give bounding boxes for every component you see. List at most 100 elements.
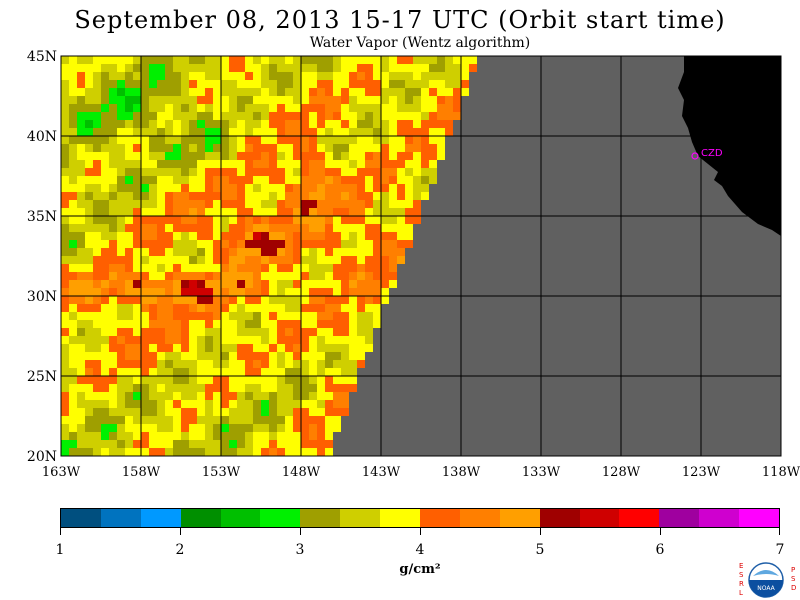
colorbar-tick (180, 528, 181, 535)
vapor-cell (373, 232, 381, 240)
vapor-cell (325, 424, 333, 432)
vapor-cell (229, 128, 237, 136)
vapor-cell (85, 288, 93, 296)
vapor-cell (213, 216, 221, 224)
vapor-cell (69, 424, 77, 432)
vapor-cell (413, 152, 421, 160)
colorbar-segment (699, 509, 740, 527)
vapor-cell (133, 256, 141, 264)
vapor-cell (157, 344, 165, 352)
vapor-cell (197, 184, 205, 192)
vapor-cell (189, 152, 197, 160)
vapor-cell (221, 176, 229, 184)
vapor-cell (373, 88, 381, 96)
vapor-cell (301, 112, 309, 120)
colorbar-segment (380, 509, 421, 527)
vapor-cell (133, 400, 141, 408)
vapor-cell (405, 112, 413, 120)
vapor-cell (157, 272, 165, 280)
vapor-cell (309, 432, 317, 440)
vapor-cell (357, 120, 365, 128)
vapor-cell (205, 232, 213, 240)
vapor-cell (133, 424, 141, 432)
vapor-cell (285, 400, 293, 408)
vapor-cell (341, 280, 349, 288)
vapor-cell (317, 184, 325, 192)
vapor-cell (357, 296, 365, 304)
vapor-cell (325, 216, 333, 224)
vapor-cell (109, 144, 117, 152)
vapor-cell (125, 152, 133, 160)
vapor-cell (389, 208, 397, 216)
vapor-cell (365, 128, 373, 136)
vapor-cell (117, 424, 125, 432)
vapor-cell (269, 376, 277, 384)
vapor-cell (357, 280, 365, 288)
vapor-cell (357, 312, 365, 320)
vapor-cell (77, 160, 85, 168)
vapor-cell (125, 184, 133, 192)
vapor-cell (397, 224, 405, 232)
vapor-cell (109, 104, 117, 112)
vapor-cell (101, 296, 109, 304)
vapor-cell (405, 168, 413, 176)
vapor-cell (317, 376, 325, 384)
lon-label: 153W (202, 465, 241, 480)
vapor-cell (149, 416, 157, 424)
vapor-cell (69, 256, 77, 264)
vapor-cell (317, 88, 325, 96)
vapor-cell (229, 408, 237, 416)
vapor-cell (197, 264, 205, 272)
vapor-cell (229, 320, 237, 328)
vapor-cell (85, 216, 93, 224)
vapor-cell (261, 400, 269, 408)
vapor-cell (269, 344, 277, 352)
vapor-cell (221, 192, 229, 200)
vapor-cell (317, 304, 325, 312)
vapor-cell (245, 224, 253, 232)
vapor-cell (229, 264, 237, 272)
vapor-cell (141, 216, 149, 224)
vapor-cell (357, 304, 365, 312)
vapor-cell (349, 168, 357, 176)
vapor-cell (269, 152, 277, 160)
vapor-cell (61, 232, 69, 240)
vapor-cell (77, 120, 85, 128)
vapor-cell (117, 104, 125, 112)
vapor-cell (85, 448, 93, 456)
vapor-cell (109, 304, 117, 312)
vapor-cell (117, 280, 125, 288)
vapor-cell (197, 448, 205, 456)
vapor-cell (205, 376, 213, 384)
vapor-cell (381, 176, 389, 184)
vapor-cell (69, 184, 77, 192)
vapor-cell (229, 416, 237, 424)
vapor-cell (381, 240, 389, 248)
vapor-cell (261, 248, 269, 256)
vapor-cell (101, 232, 109, 240)
vapor-cell (325, 312, 333, 320)
vapor-cell (197, 392, 205, 400)
station-marker-czd[interactable]: CZD (691, 148, 723, 160)
vapor-cell (349, 320, 357, 328)
vapor-cell (325, 224, 333, 232)
vapor-cell (117, 392, 125, 400)
vapor-cell (325, 272, 333, 280)
vapor-cell (133, 224, 141, 232)
vapor-cell (133, 176, 141, 184)
vapor-cell (269, 392, 277, 400)
vapor-cell (325, 168, 333, 176)
vapor-cell (397, 184, 405, 192)
vapor-cell (221, 72, 229, 80)
vapor-cell (109, 152, 117, 160)
vapor-cell (173, 64, 181, 72)
vapor-cell (181, 376, 189, 384)
vapor-cell (141, 56, 149, 64)
vapor-cell (357, 176, 365, 184)
vapor-cell (93, 224, 101, 232)
vapor-cell (61, 256, 69, 264)
vapor-cell (93, 168, 101, 176)
vapor-cell (117, 384, 125, 392)
vapor-cell (349, 312, 357, 320)
vapor-cell (149, 360, 157, 368)
